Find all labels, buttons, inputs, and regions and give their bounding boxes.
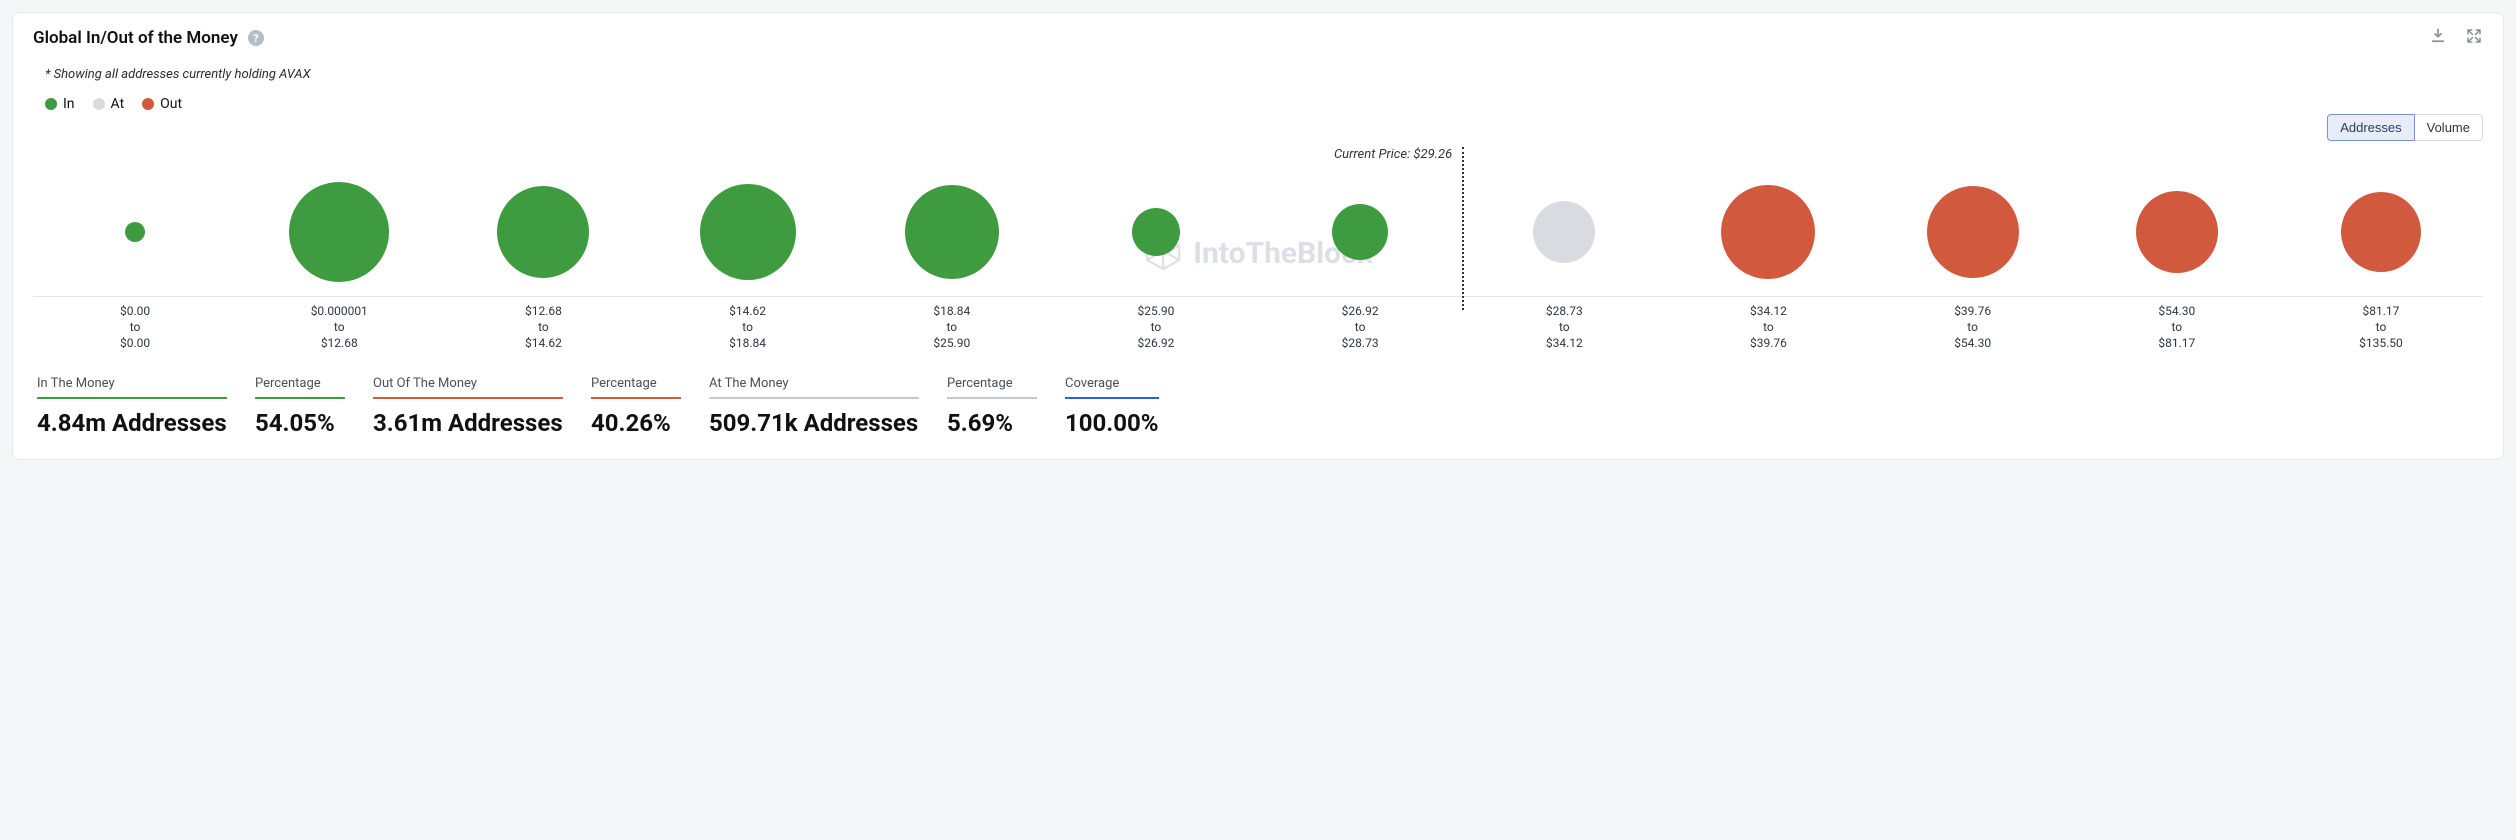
legend-at-label: At — [111, 96, 125, 112]
metric-toggle: Addresses Volume — [2327, 114, 2483, 141]
summary-label: Coverage — [1065, 376, 1159, 399]
expand-icon[interactable] — [2465, 27, 2483, 49]
bubble-in[interactable] — [289, 182, 389, 282]
range-label: $54.30to$81.17 — [2075, 303, 2279, 352]
summary-label: Percentage — [255, 376, 345, 399]
bubble-at[interactable] — [1533, 201, 1595, 263]
range-label: $28.73to$34.12 — [1462, 303, 1666, 352]
toggle-volume[interactable]: Volume — [2414, 114, 2483, 141]
bubble-col — [33, 167, 237, 297]
bubble-cell — [237, 167, 441, 297]
toggle-wrap: Addresses Volume — [33, 114, 2483, 141]
bubble-cell — [1666, 167, 1870, 297]
bubble-col — [1462, 167, 1666, 297]
range-label: $0.00to$0.00 — [33, 303, 237, 352]
bubble-col — [1054, 167, 1258, 297]
bubble-out[interactable] — [2341, 192, 2421, 272]
summary-value: 40.26% — [591, 409, 681, 437]
bubble-in[interactable] — [700, 184, 796, 280]
summary-value: 5.69% — [947, 409, 1037, 437]
bubble-out[interactable] — [1721, 185, 1815, 279]
bubble-cell — [1462, 167, 1666, 297]
title-wrap: Global In/Out of the Money ? — [33, 28, 264, 48]
bubble-in[interactable] — [497, 186, 589, 278]
bubble-cell — [2075, 167, 2279, 297]
summary-block: In The Money 4.84m Addresses — [37, 376, 227, 437]
legend-at-dot — [93, 98, 105, 110]
bubble-in[interactable] — [125, 222, 145, 242]
summary-block: At The Money 509.71k Addresses — [709, 376, 919, 437]
range-label: $18.84to$25.90 — [850, 303, 1054, 352]
summary-label: At The Money — [709, 376, 919, 399]
bubble-col — [2075, 167, 2279, 297]
summary-value: 4.84m Addresses — [37, 409, 227, 437]
legend-at: At — [93, 96, 125, 112]
summary-label: Percentage — [947, 376, 1037, 399]
bubble-col — [237, 167, 441, 297]
bubble-out[interactable] — [1927, 186, 2019, 278]
legend-out-dot — [142, 98, 154, 110]
card-header: Global In/Out of the Money ? — [33, 27, 2483, 59]
bubble-cell — [33, 167, 237, 297]
bubble-row — [33, 147, 2483, 297]
bubble-cell — [441, 167, 645, 297]
bubble-cell — [2279, 167, 2483, 297]
legend-in: In — [45, 96, 75, 112]
legend: In At Out — [45, 96, 2483, 112]
range-label: $26.92to$28.73 — [1258, 303, 1462, 352]
summary-label: In The Money — [37, 376, 227, 399]
subtitle: * Showing all addresses currently holdin… — [45, 67, 2483, 82]
bubble-cell — [646, 167, 850, 297]
chart-zone: IntoTheBlock Current Price: $29.26 $0.00… — [33, 147, 2483, 352]
bubble-col — [1871, 167, 2075, 297]
bubble-in[interactable] — [905, 185, 999, 279]
summary-block: Percentage 40.26% — [591, 376, 681, 437]
legend-in-label: In — [63, 96, 75, 112]
bubble-out[interactable] — [2136, 191, 2218, 273]
summary-value: 509.71k Addresses — [709, 409, 919, 437]
summary-label: Out Of The Money — [373, 376, 563, 399]
range-label: $81.17to$135.50 — [2279, 303, 2483, 352]
labels-row: $0.00to$0.00$0.000001to$12.68$12.68to$14… — [33, 303, 2483, 352]
range-label: $39.76to$54.30 — [1871, 303, 2075, 352]
bubble-col — [2279, 167, 2483, 297]
bubble-cell — [850, 167, 1054, 297]
summary-block: Out Of The Money 3.61m Addresses — [373, 376, 563, 437]
bubble-col — [1258, 167, 1462, 297]
legend-in-dot — [45, 98, 57, 110]
bubble-col — [1666, 167, 1870, 297]
toggle-addresses[interactable]: Addresses — [2327, 114, 2414, 141]
range-label: $12.68to$14.62 — [441, 303, 645, 352]
bubble-col — [850, 167, 1054, 297]
range-label: $14.62to$18.84 — [646, 303, 850, 352]
bubble-cell — [1871, 167, 2075, 297]
download-icon[interactable] — [2429, 27, 2447, 49]
summary-block: Percentage 5.69% — [947, 376, 1037, 437]
range-label: $25.90to$26.92 — [1054, 303, 1258, 352]
summary-row: In The Money 4.84m Addresses Percentage 54.… — [33, 376, 2483, 437]
bubble-cell — [1258, 167, 1462, 297]
bubble-cell — [1054, 167, 1258, 297]
summary-block: Coverage 100.00% — [1065, 376, 1159, 437]
summary-label: Percentage — [591, 376, 681, 399]
bubble-in[interactable] — [1332, 204, 1388, 260]
summary-value: 54.05% — [255, 409, 345, 437]
summary-value: 3.61m Addresses — [373, 409, 563, 437]
legend-out: Out — [142, 96, 182, 112]
summary-value: 100.00% — [1065, 409, 1159, 437]
current-price-label: Current Price: $29.26 — [1334, 147, 1462, 162]
range-label: $0.000001to$12.68 — [237, 303, 441, 352]
help-icon[interactable]: ? — [248, 30, 264, 46]
money-card: Global In/Out of the Money ? * Showing a… — [12, 12, 2504, 460]
bubble-in[interactable] — [1132, 208, 1180, 256]
bubble-col — [646, 167, 850, 297]
bubble-col — [441, 167, 645, 297]
header-actions — [2429, 27, 2483, 49]
card-title: Global In/Out of the Money — [33, 28, 238, 48]
summary-block: Percentage 54.05% — [255, 376, 345, 437]
legend-out-label: Out — [160, 96, 182, 112]
range-label: $34.12to$39.76 — [1666, 303, 1870, 352]
